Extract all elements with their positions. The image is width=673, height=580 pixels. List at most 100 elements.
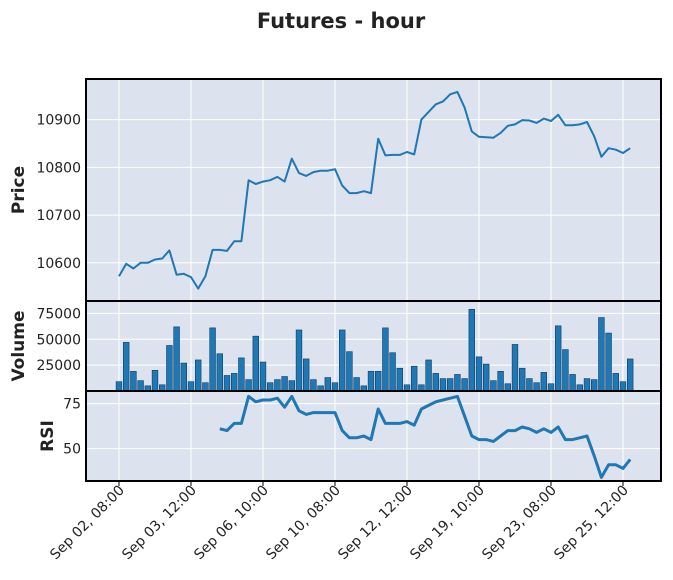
volume-bar <box>490 380 497 392</box>
volume-bar <box>245 379 252 392</box>
x-tick-label: Sep 23, 08:00 <box>479 483 560 564</box>
chart-title: Futures - hour <box>257 9 426 33</box>
volume-bar <box>612 373 619 392</box>
volume-bar <box>605 332 612 392</box>
rsi-grid <box>86 391 661 481</box>
volume-bar <box>353 377 360 392</box>
volume-bar <box>583 378 591 392</box>
price-ytick-label: 10600 <box>36 256 81 272</box>
x-tick-label: Sep 03, 12:00 <box>119 483 200 564</box>
volume-marks <box>115 308 634 392</box>
x-tick-label: Sep 02, 08:00 <box>47 483 128 564</box>
x-tick-label: Sep 12, 12:00 <box>335 483 416 564</box>
rsi-axis-label: RSI <box>38 420 58 452</box>
volume-bar <box>461 378 468 392</box>
volume-bar <box>504 383 511 392</box>
volume-bar <box>288 380 295 392</box>
price-marks <box>118 90 631 290</box>
volume-bar <box>331 382 339 392</box>
volume-bar <box>231 373 238 392</box>
volume-bar <box>209 327 216 392</box>
volume-bar <box>130 371 137 392</box>
volume-ytick-label: 25000 <box>36 358 81 374</box>
volume-bar <box>519 367 526 392</box>
rsi-panel-bg <box>86 391 661 481</box>
rsi-yticks: 50 75 <box>63 397 81 458</box>
volume-bar <box>475 356 483 392</box>
volume-bar <box>252 335 259 392</box>
volume-bar <box>324 377 331 392</box>
volume-bar <box>591 379 598 392</box>
volume-bar <box>295 329 303 392</box>
price-ytick-label: 10700 <box>36 208 81 224</box>
volume-bar <box>202 382 209 392</box>
volume-bar <box>303 358 310 392</box>
rsi-line <box>219 394 632 479</box>
volume-axis-label: Volume <box>9 310 29 381</box>
volume-bar <box>187 381 195 392</box>
volume-bar <box>411 365 418 392</box>
rsi-ytick-label: 50 <box>63 442 81 458</box>
price-ytick-label: 10800 <box>36 160 81 176</box>
volume-bar <box>115 381 123 392</box>
volume-bar <box>259 361 267 392</box>
volume-bar <box>238 357 245 392</box>
volume-bar <box>555 325 562 392</box>
rsi-panel-frame <box>85 390 662 482</box>
volume-bar <box>439 378 447 392</box>
volume-bar <box>382 327 389 392</box>
volume-bar <box>540 372 547 392</box>
rsi-panel: 50 75 RSI <box>38 390 662 482</box>
volume-bar <box>619 381 627 392</box>
price-ytick-label: 10900 <box>36 113 81 129</box>
price-panel-bg <box>86 79 661 301</box>
price-axis-label: Price <box>9 166 29 214</box>
x-tick-label: Sep 06, 10:00 <box>191 483 272 564</box>
volume-bar <box>346 351 353 392</box>
volume-bar <box>137 380 144 392</box>
x-tick-label: Sep 19, 10:00 <box>407 483 488 564</box>
volume-bar <box>511 344 519 392</box>
volume-bar <box>497 371 504 392</box>
rsi-marks <box>219 394 632 479</box>
volume-bar <box>274 379 281 392</box>
volume-bar <box>447 378 454 392</box>
volume-bar <box>569 374 576 392</box>
price-line <box>118 90 631 290</box>
volume-yticks: 25000 50000 75000 <box>36 306 81 374</box>
volume-bar <box>389 352 396 392</box>
x-tick-label: Sep 25, 12:00 <box>551 483 632 564</box>
volume-bar <box>396 367 403 392</box>
volume-panel: 25000 50000 75000 Volume <box>9 300 662 392</box>
volume-ytick-label: 50000 <box>36 332 81 348</box>
volume-bar <box>526 378 533 392</box>
volume-bar <box>151 370 159 392</box>
volume-bar <box>310 379 317 392</box>
volume-bar <box>598 317 605 392</box>
volume-bar <box>216 353 223 392</box>
volume-bar <box>454 374 461 392</box>
volume-bar <box>367 371 375 392</box>
x-tick-label: Sep 10, 08:00 <box>263 483 344 564</box>
volume-bar <box>468 308 475 392</box>
price-grid <box>86 79 661 301</box>
volume-bar <box>483 363 490 392</box>
price-panel: 10600 10700 10800 10900 Price <box>9 78 662 302</box>
volume-bar <box>267 382 274 392</box>
volume-bar <box>425 359 432 392</box>
volume-bar <box>223 375 231 392</box>
volume-bar <box>173 326 180 392</box>
volume-bar <box>533 382 540 392</box>
volume-bar <box>281 376 288 392</box>
volume-ytick-label: 75000 <box>36 306 81 322</box>
volume-bar <box>339 329 346 392</box>
volume-bar <box>562 349 569 392</box>
volume-bar <box>547 383 555 392</box>
volume-bar <box>375 371 382 392</box>
rsi-ytick-label: 75 <box>63 397 81 413</box>
volume-bar <box>180 362 187 392</box>
volume-bar <box>195 359 202 392</box>
volume-bar <box>432 373 439 392</box>
